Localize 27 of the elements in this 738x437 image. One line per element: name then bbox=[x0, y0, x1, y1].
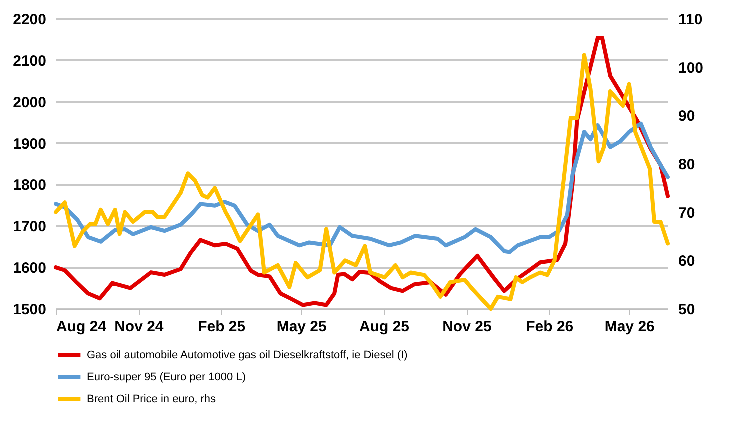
x-tick-label: Nov 24 bbox=[114, 318, 164, 336]
x-tick-label: Aug 24 bbox=[56, 318, 108, 336]
line-series bbox=[54, 122, 670, 254]
y2-tick-label: 100 bbox=[678, 60, 704, 77]
y2-tick-label: 60 bbox=[678, 253, 696, 270]
y-tick-label: 1900 bbox=[13, 136, 46, 153]
y-tick-label: 1800 bbox=[13, 177, 46, 194]
y2-tick-label: 90 bbox=[678, 108, 696, 126]
y-tick-label: 2000 bbox=[13, 94, 46, 112]
x-tick-label: May 25 bbox=[276, 318, 327, 336]
y-tick-label: 1700 bbox=[13, 218, 46, 236]
y2-tick-label: 110 bbox=[678, 12, 703, 28]
y2-tick-label: 80 bbox=[678, 156, 696, 174]
legend-label: Gas oil automobile Automotive gas oil Dieselkraftstoff, ie Diesel (I) bbox=[87, 350, 408, 362]
y-tick-label: 2200 bbox=[13, 12, 46, 28]
legend-label: Brent Oil Price in euro, rhs bbox=[87, 394, 216, 406]
x-tick-label: Feb 26 bbox=[526, 318, 574, 336]
y2-tick-label: 70 bbox=[678, 204, 696, 222]
x-tick-label: Feb 25 bbox=[198, 318, 246, 336]
y-tick-label: 1600 bbox=[13, 260, 46, 278]
y-tick-label: 1500 bbox=[13, 302, 46, 318]
x-tick-label: May 26 bbox=[604, 318, 655, 336]
y-tick-label: 2100 bbox=[13, 52, 46, 70]
legend-label: Euro-super 95 (Euro per 1000 L) bbox=[87, 372, 246, 384]
x-tick-label: Aug 25 bbox=[360, 318, 410, 336]
x-tick-label: Nov 25 bbox=[442, 318, 492, 336]
y2-tick-label: 50 bbox=[678, 302, 696, 318]
